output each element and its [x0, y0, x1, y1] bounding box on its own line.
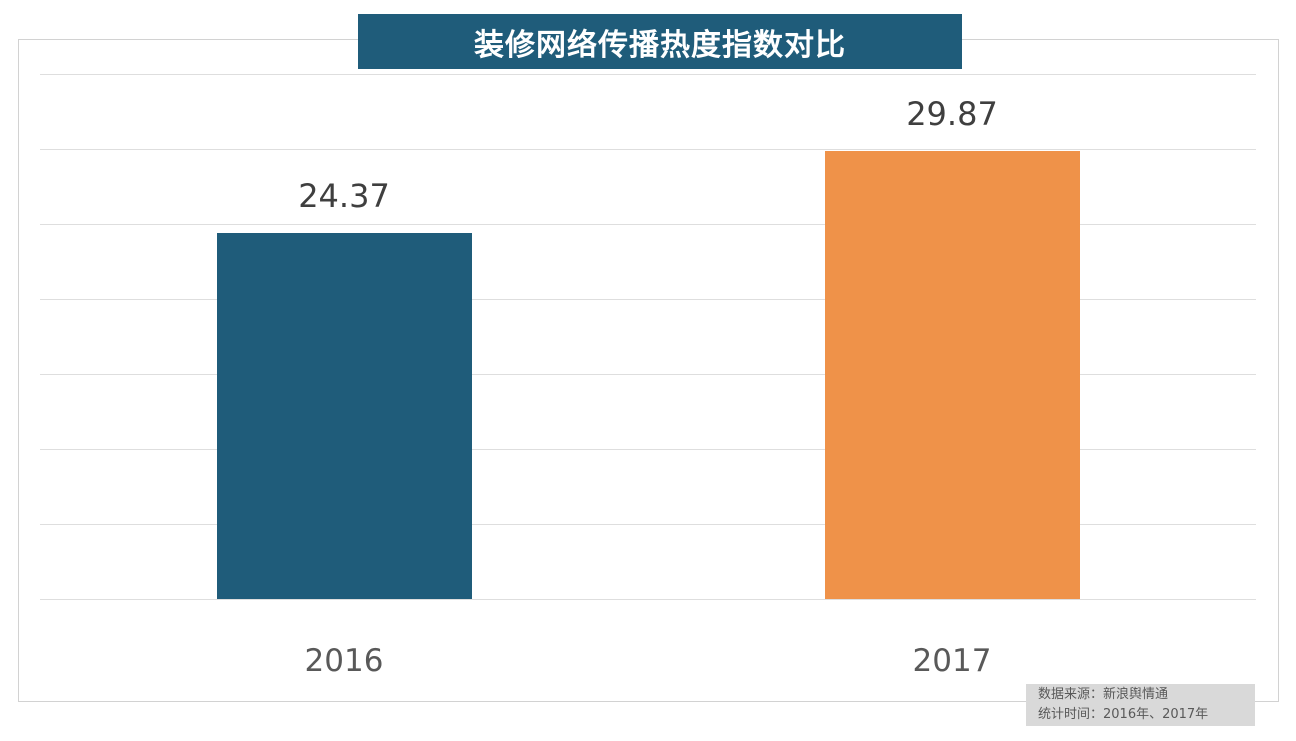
gridline-y-20 — [40, 299, 1256, 300]
bar-2017 — [824, 150, 1080, 599]
bar-chart: 24.37 2016 29.87 2017 — [40, 74, 1256, 679]
gridline-y-15 — [40, 374, 1256, 375]
data-source-note: 数据来源：新浪舆情通 — [1038, 687, 1169, 702]
value-label-2016: 24.37 — [298, 177, 390, 216]
gridline-y-30 — [40, 149, 1256, 150]
gridline-y-10 — [40, 449, 1256, 450]
gridline-y-0 — [40, 599, 1256, 600]
x-axis-label-2016: 2016 — [304, 643, 384, 679]
x-axis-label-2017: 2017 — [912, 643, 992, 679]
value-label-2017: 29.87 — [906, 94, 998, 133]
bar-2016 — [216, 233, 472, 599]
chart-title-banner: 装修网络传播热度指数对比 — [358, 14, 962, 69]
gridline-y-35 — [40, 74, 1256, 75]
chart-title: 装修网络传播热度指数对比 — [474, 27, 846, 63]
gridline-y-5 — [40, 524, 1256, 525]
chart-plot-frame: 24.37 2016 29.87 2017 — [18, 39, 1279, 702]
gridline-y-25 — [40, 224, 1256, 225]
source-note-box: 数据来源：新浪舆情通 统计时间：2016年、2017年 — [1026, 684, 1255, 726]
stat-time-note: 统计时间：2016年、2017年 — [1038, 707, 1209, 722]
